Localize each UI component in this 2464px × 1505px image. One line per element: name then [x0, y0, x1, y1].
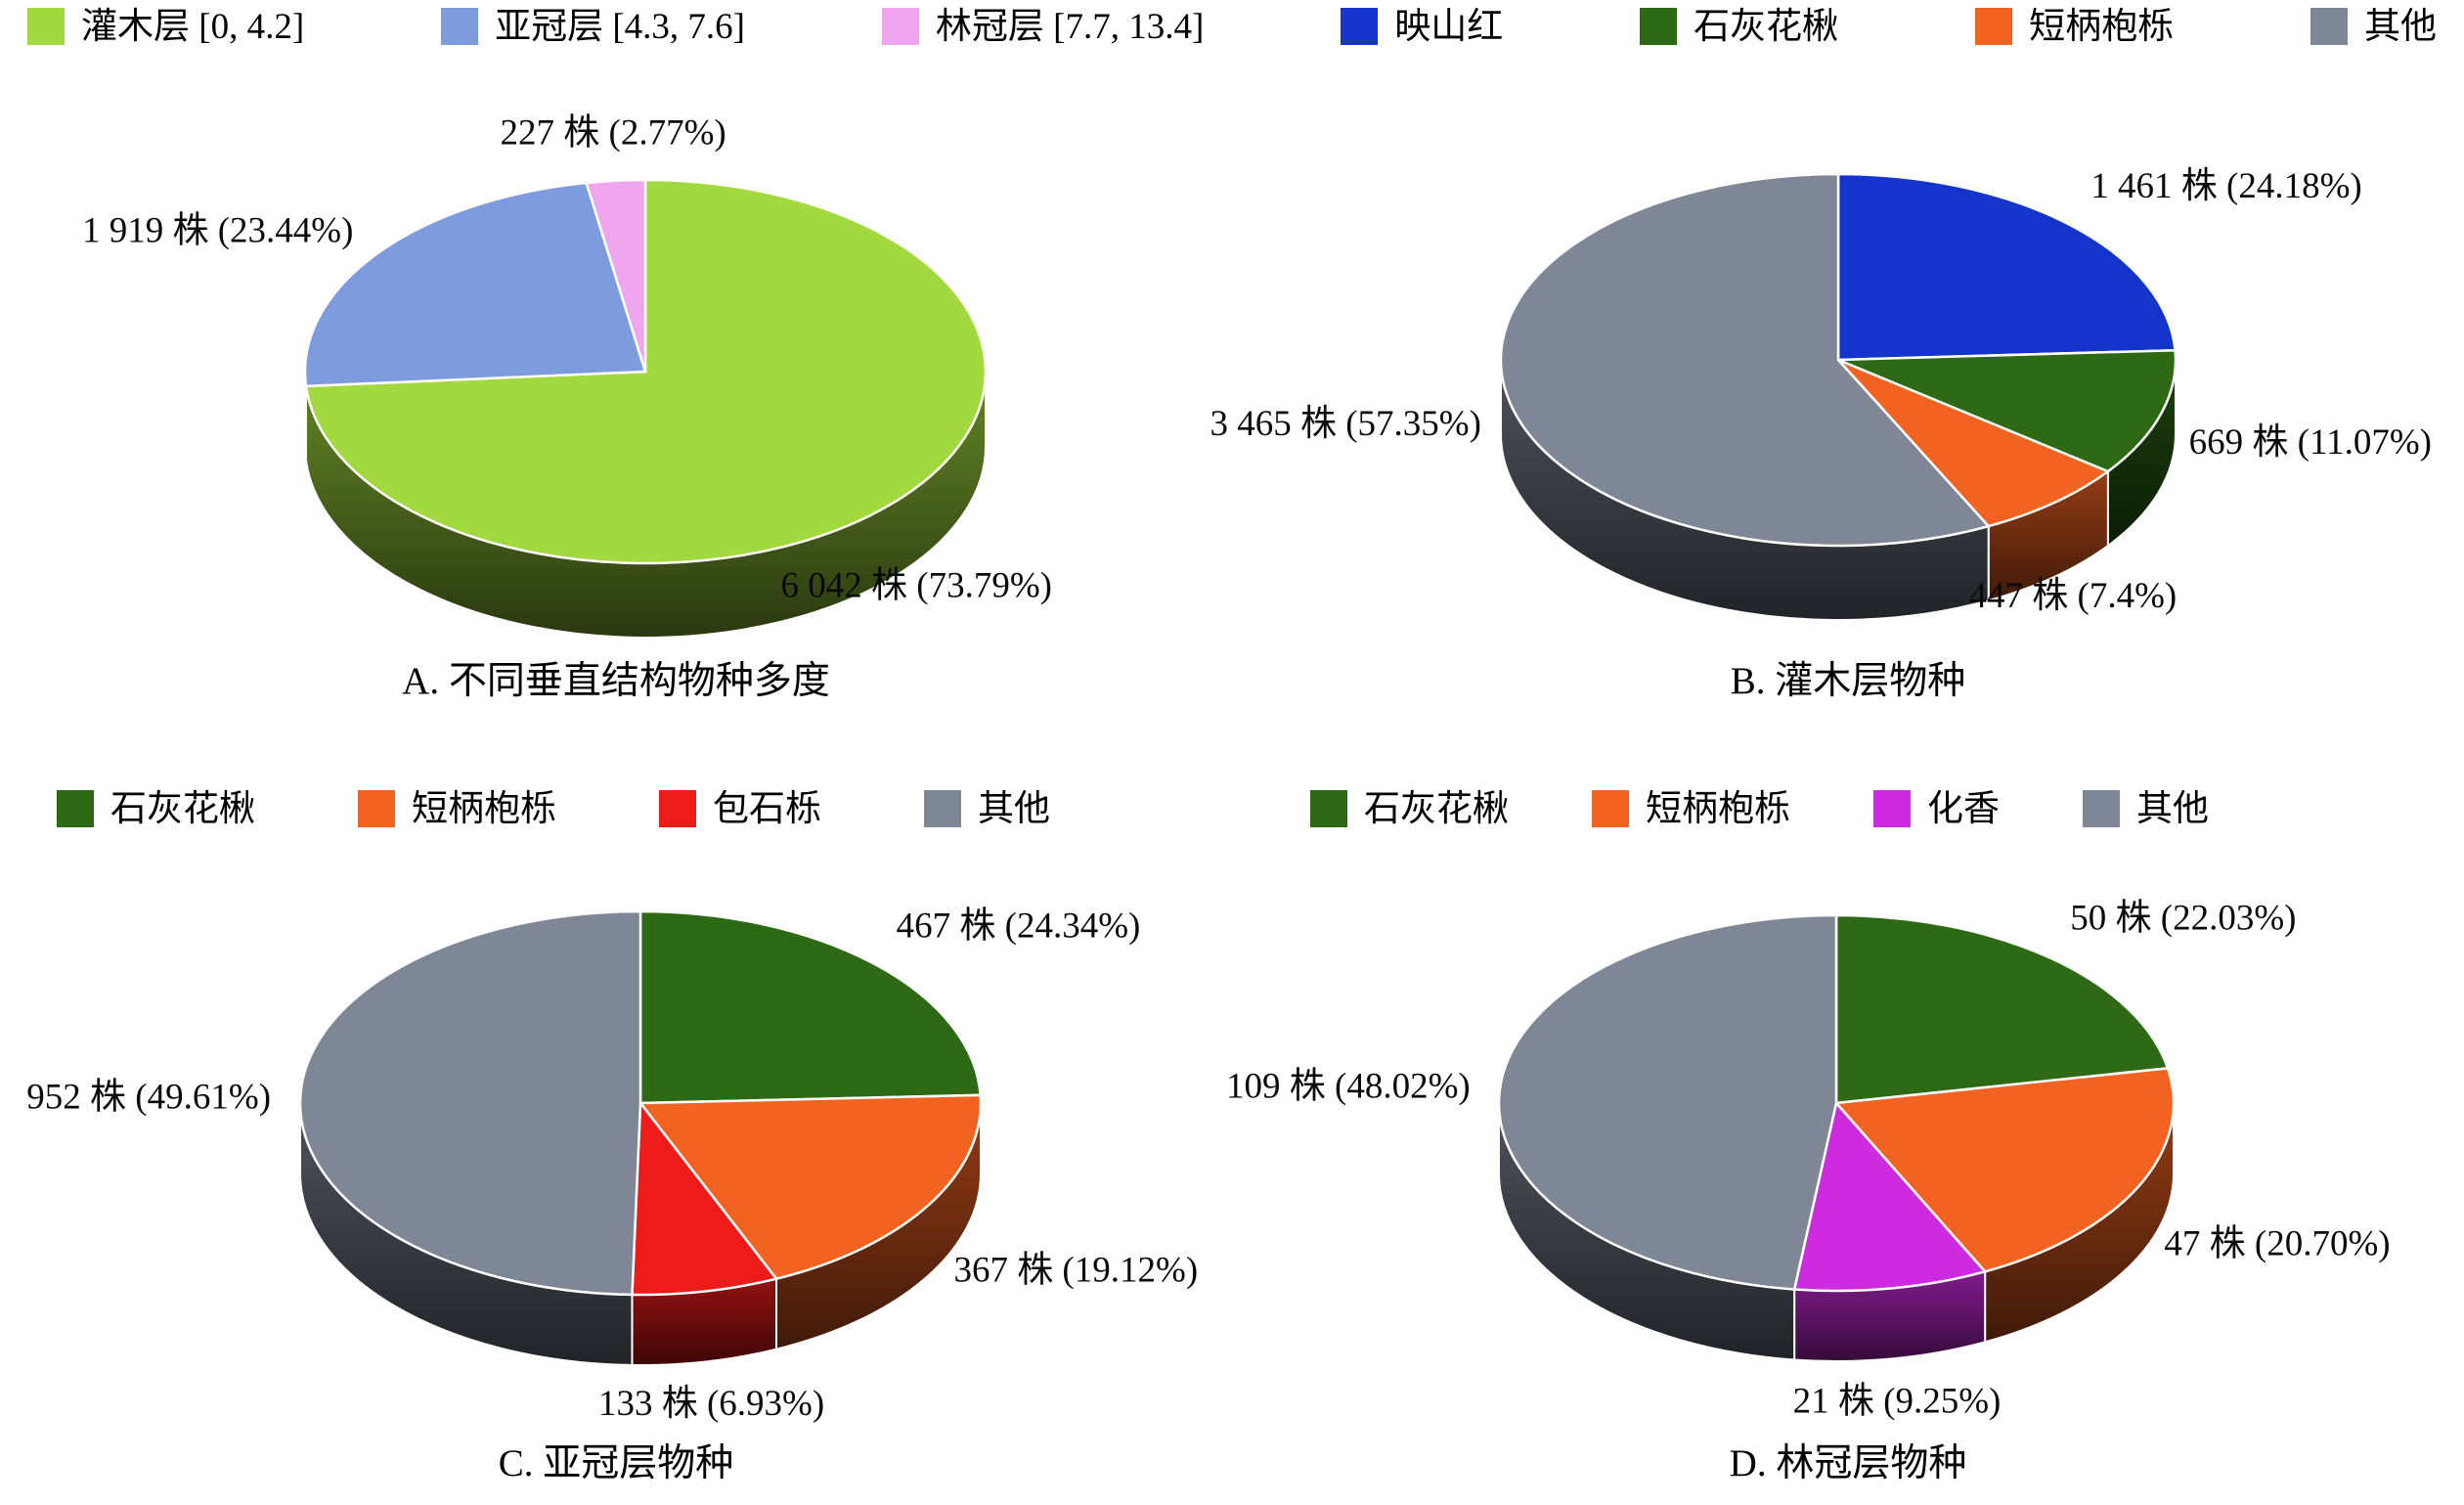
- legend-label: 其他: [978, 788, 1050, 829]
- slice-label: 133 株 (6.93%): [598, 1384, 824, 1424]
- legend-label: 短柄枹栎: [2029, 6, 2175, 47]
- legend-item-others: 其他: [2310, 8, 2437, 45]
- pie-A: 6 042 株 (73.79%) 1 919 株 (23.44%) 227 株 (2…: [82, 112, 1052, 639]
- slice-label: 952 株 (49.61%): [26, 1078, 271, 1118]
- legend-item-subcanopy-layer: 亚冠层 [4.3, 7.6]: [441, 8, 745, 45]
- legend-item-others: 其他: [2083, 790, 2209, 827]
- pie-slice: [1837, 348, 2178, 473]
- legend-swatch: [1975, 8, 2013, 45]
- legend-item-sorbus: 石灰花楸: [57, 790, 255, 827]
- pie-slice: [585, 178, 647, 373]
- legend-label: 亚冠层 [4.3, 7.6]: [495, 6, 745, 47]
- pie-B: 1 461 株 (24.18%) 669 株 (11.07%) 447 株 (7.4…: [1210, 166, 2432, 621]
- legend-swatch: [1873, 790, 1911, 827]
- legend-swatch: [57, 790, 94, 827]
- legend-item-platycarya: 化香: [1873, 790, 2000, 827]
- pie-slice: [638, 1093, 983, 1281]
- legend-item-shrub-layer: 灌木层 [0, 4.2]: [27, 8, 304, 45]
- legend-label: 短柄枹栎: [412, 788, 556, 829]
- legend-chart-d: 石灰花楸 短柄枹栎 化香 其他: [1310, 790, 2209, 827]
- slice-label: 50 株 (22.03%): [2070, 898, 2296, 938]
- legend-item-oak: 短柄枹栎: [1975, 8, 2174, 45]
- legend-swatch: [358, 790, 395, 827]
- legend-item-oak: 短柄枹栎: [1592, 790, 1790, 827]
- legend-chart-c: 石灰花楸 短柄枹栎 包石栎 其他: [57, 790, 1050, 827]
- slice-label: 47 株 (20.70%): [2164, 1224, 2390, 1264]
- slice-label: 1 919 株 (23.44%): [82, 210, 353, 250]
- legend-swatch: [441, 8, 479, 45]
- slice-label: 21 株 (9.25%): [1793, 1381, 2002, 1421]
- legend-item-others: 其他: [924, 790, 1050, 827]
- legend-item-sorbus: 石灰花楸: [1640, 8, 1838, 45]
- pie-slice: [303, 181, 647, 388]
- legend-swatch: [1310, 790, 1347, 827]
- legend-label: 其他: [2136, 788, 2209, 829]
- slice-label: 1 461 株 (24.18%): [2090, 166, 2361, 206]
- pie-D: 50 株 (22.03%) 47 株 (20.70%) 21 株 (9.25%) 10…: [1226, 898, 2391, 1421]
- pie-slice: [1497, 913, 1838, 1291]
- pie-slice: [298, 909, 642, 1297]
- legend-swatch: [27, 8, 65, 45]
- slice-label: 3 465 株 (57.35%): [1210, 404, 1480, 444]
- slice-label: 447 株 (7.4%): [1969, 576, 2178, 616]
- chart-b-caption: B. 灌木层物种: [1730, 660, 1966, 702]
- legend-swatch: [1341, 8, 1379, 45]
- pie-C: 467 株 (24.34%) 367 株 (19.12%) 133 株 (6.93%…: [26, 906, 1198, 1423]
- chart-c-caption: C. 亚冠层物种: [498, 1442, 734, 1484]
- slice-label: 367 株 (19.12%): [953, 1251, 1198, 1291]
- chart-d-caption: D. 林冠层物种: [1729, 1442, 1967, 1484]
- legend-swatch: [659, 790, 696, 827]
- legend-label: 映山红: [1394, 6, 1504, 47]
- legend-item-lithocarpus: 包石栎: [659, 790, 821, 827]
- pie-slice: [638, 909, 983, 1105]
- slice-label: 227 株 (2.77%): [501, 112, 726, 153]
- pie-slice: [1833, 1066, 2176, 1273]
- legend-label: 林冠层 [7.7, 13.4]: [935, 6, 1205, 47]
- legend-label: 化香: [1927, 788, 2000, 829]
- legend-label: 石灰花楸: [110, 788, 255, 829]
- legend-label: 短柄枹栎: [1646, 788, 1790, 829]
- legend-item-oak: 短柄枹栎: [358, 790, 556, 827]
- legend-top: 灌木层 [0, 4.2] 亚冠层 [4.3, 7.6] 林冠层 [7.7, 13…: [27, 8, 2437, 45]
- legend-label: 灌木层 [0, 4.2]: [81, 6, 305, 47]
- legend-label: 石灰花楸: [1364, 788, 1509, 829]
- chart-a-caption: A. 不同垂直结构物种多度: [402, 660, 830, 702]
- slice-label: 109 株 (48.02%): [1226, 1066, 1471, 1106]
- pie-slice: [1792, 1100, 1988, 1293]
- legend-swatch: [2083, 790, 2120, 827]
- legend-label: 其他: [2364, 6, 2437, 47]
- pie-slice: [1837, 358, 2111, 528]
- legend-swatch: [2310, 8, 2348, 45]
- slice-label: 669 株 (11.07%): [2189, 422, 2432, 463]
- pie-slice: [631, 1099, 779, 1297]
- legend-label: 包石栎: [713, 788, 821, 829]
- legend-label: 石灰花楸: [1694, 6, 1839, 47]
- legend-swatch: [924, 790, 961, 827]
- pie-slice: [1499, 172, 1991, 548]
- pie-slice: [1834, 913, 2170, 1105]
- slice-label: 467 株 (24.34%): [897, 906, 1141, 946]
- legend-item-sorbus: 石灰花楸: [1310, 790, 1509, 827]
- legend-item-canopy-layer: 林冠层 [7.7, 13.4]: [881, 6, 1205, 47]
- legend-swatch: [881, 8, 919, 45]
- legend-item-azalea: 映山红: [1341, 8, 1503, 45]
- slice-label: 6 042 株 (73.79%): [781, 565, 1052, 605]
- legend-swatch: [1592, 790, 1629, 827]
- pie-slice: [1836, 172, 2177, 362]
- legend-swatch: [1640, 8, 1678, 45]
